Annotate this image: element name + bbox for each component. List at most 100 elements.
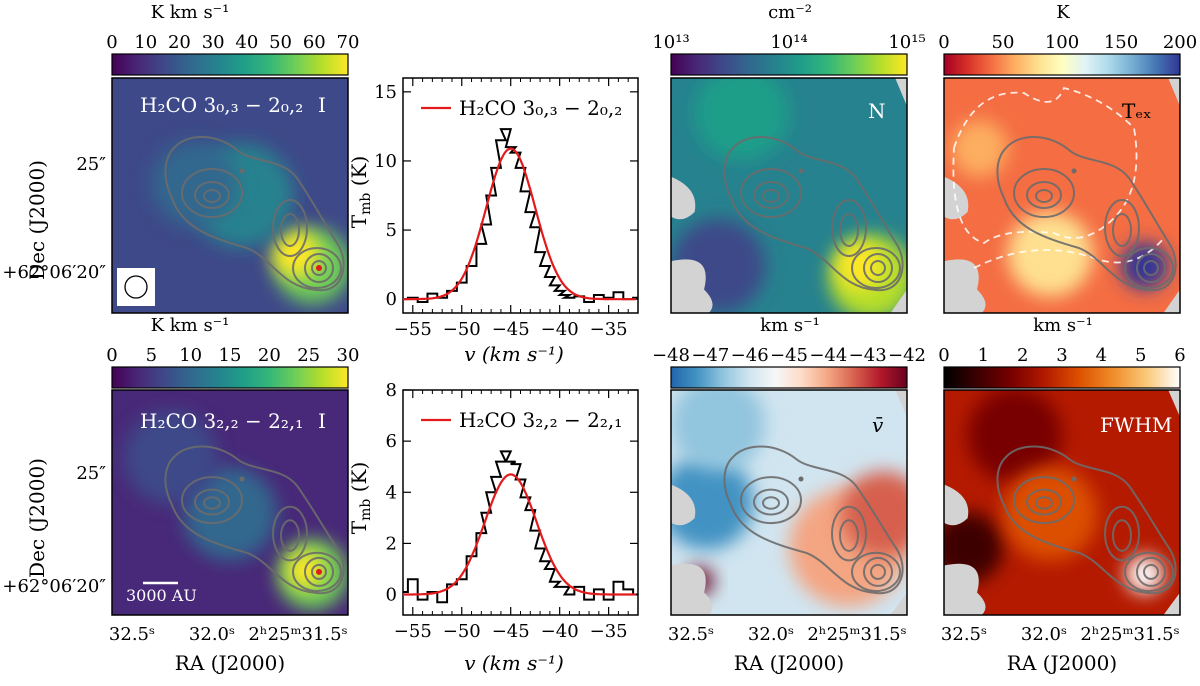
masked-region: [895, 390, 907, 417]
gaussian-fit: [403, 147, 636, 301]
colorbar-gradient: [943, 366, 1181, 389]
colorbar-tick-label: −45: [770, 345, 808, 366]
colorbar-tick-label: 200: [1163, 32, 1197, 53]
colorbar-tick-label: 150: [1104, 32, 1138, 53]
colorbar-tick-label: 40: [235, 32, 258, 53]
emission-region: [671, 455, 754, 550]
line-label: H₂CO 3₀,₃ − 2₀,₂: [140, 93, 303, 117]
masked-region: [671, 563, 713, 615]
colorbar: K km s⁻¹ 0 10 20 30 40 50 60 70: [106, 2, 360, 76]
dec-axis-label-top: Dec (J2000): [25, 160, 49, 280]
panel-label: N: [868, 99, 886, 123]
colorbar-tick-label: 70: [337, 32, 360, 53]
colorbar-gradient: [111, 53, 349, 76]
x-tick-label: −35: [590, 319, 628, 340]
y-tick-label: 10: [374, 151, 397, 172]
colorbar-tick-label: 5: [1135, 345, 1146, 366]
velocity-axis-label: v (km s⁻¹): [464, 342, 564, 366]
panel-label: I: [318, 93, 326, 117]
legend-label: H₂CO 3₀,₃ − 2₀,₂: [459, 96, 622, 120]
y-tick-label: 15: [374, 82, 397, 103]
colorbar: cm⁻² 10¹³ 10¹⁴ 10¹⁵: [652, 2, 926, 76]
colorbar-tick-label: 6: [1174, 345, 1185, 366]
colorbar-unit: cm⁻²: [768, 2, 812, 23]
masked-region: [1168, 78, 1180, 107]
emission-region: [967, 390, 1062, 483]
masked-region: [671, 484, 696, 526]
colorbar-tick-label: 30: [202, 32, 225, 53]
colorbar-tick-label: 30: [337, 345, 360, 366]
emission-region: [1007, 211, 1093, 297]
dec-tick: +62°06′20″: [2, 576, 106, 597]
masked-region: [944, 563, 986, 615]
emission-region: [152, 141, 238, 227]
colorbar-tick-label: −46: [731, 345, 769, 366]
colorbar-tick-label: 10: [179, 345, 202, 366]
panel-label: I: [318, 409, 326, 433]
beam-box: [117, 268, 155, 306]
colorbar-tick-label: −44: [809, 345, 847, 366]
continuum-peak-marker: [316, 265, 322, 271]
y-tick-label: 8: [386, 380, 397, 401]
map-panel-column-density: cm⁻² 10¹³ 10¹⁴ 10¹⁵ N: [652, 2, 926, 314]
colorbar-tick-label: 4: [1096, 345, 1107, 366]
colorbar-unit: km s⁻¹: [1033, 315, 1093, 336]
x-tick-label: −50: [443, 319, 481, 340]
dust-contours: [164, 445, 345, 595]
colorbar-tick-label: 5: [146, 345, 157, 366]
x-tick-label: −45: [492, 621, 530, 642]
colorbar-tick-label: 10¹³: [652, 32, 689, 53]
colorbar-tick-label: 10¹⁴: [770, 32, 807, 53]
dust-contours: [723, 136, 904, 292]
panel-label: v̄: [872, 413, 884, 437]
colorbar-unit: K: [1056, 2, 1070, 23]
scale-bar-label: 3000 AU: [126, 586, 197, 605]
colorbar-gradient: [111, 366, 349, 389]
x-tick-label: −35: [590, 621, 628, 642]
gaussian-fit: [403, 473, 636, 596]
x-tick-label: −55: [394, 621, 432, 642]
colorbar-tick-label: 3: [1056, 345, 1067, 366]
colorbar-tick-label: 50: [269, 32, 292, 53]
ra-tick: 2ʰ25ᵐ31.5ˢ: [1080, 624, 1179, 645]
masked-region: [1163, 289, 1180, 313]
x-tick-label: −40: [541, 621, 579, 642]
masked-region: [890, 592, 907, 615]
ra-tick: 2ʰ25ᵐ31.5ˢ: [248, 624, 347, 645]
map-panel-velocity: km s⁻¹ −48 −47 −46 −45 −44 −43 −42 v̄: [652, 315, 926, 616]
dust-contours: [996, 136, 1177, 292]
masked-region: [671, 259, 713, 313]
legend-label: H₂CO 3₂,₂ − 2₂,₁: [459, 408, 622, 432]
masked-region: [1168, 390, 1180, 417]
colorbar-tick-label: 2: [1017, 345, 1028, 366]
dust-contours: [996, 445, 1177, 595]
map-panel-intensity-303: K km s⁻¹ 0 10 20 30 40 50 60 70 H₂CO 3₀,₃ − 2₀,…: [106, 2, 360, 314]
tmb-axis-label: Tmb (K): [347, 462, 374, 535]
map-panel-excitation-temperature: K 0 50 100 150 200 Tₑₓ: [938, 2, 1197, 314]
colorbar: km s⁻¹ 0 1 2 3 4 5 6: [938, 315, 1186, 389]
ra-tick: 32.0ˢ: [1021, 624, 1067, 645]
panel-label: FWHM: [1100, 413, 1172, 437]
y-tick-label: 6: [386, 431, 397, 452]
spectrum-frame: [402, 77, 639, 314]
colorbar-tick-label: 10¹⁵: [888, 32, 925, 53]
colorbar-tick-label: −43: [849, 345, 887, 366]
dec-tick: 25″: [76, 463, 106, 484]
colorbar-tick-label: 0: [938, 32, 949, 53]
ra-tick: 32.0ˢ: [748, 624, 794, 645]
colorbar-tick-label: 1: [978, 345, 989, 366]
colorbar-tick-label: 60: [303, 32, 326, 53]
colorbar-tick-label: 100: [1045, 32, 1079, 53]
x-tick-label: −45: [492, 319, 530, 340]
colorbar-tick-label: 0: [938, 345, 949, 366]
x-tick-label: −50: [443, 621, 481, 642]
ra-tick: 32.5ˢ: [109, 624, 155, 645]
ra-tick: 2ʰ25ᵐ31.5ˢ: [807, 624, 906, 645]
colorbar-tick-label: 15: [219, 345, 242, 366]
colorbar-unit: km s⁻¹: [760, 315, 820, 336]
dec-tick: 25″: [76, 154, 106, 175]
dust-contours: [164, 136, 345, 292]
masked-region: [890, 289, 907, 313]
tmb-axis-label: Tmb (K): [347, 156, 374, 229]
